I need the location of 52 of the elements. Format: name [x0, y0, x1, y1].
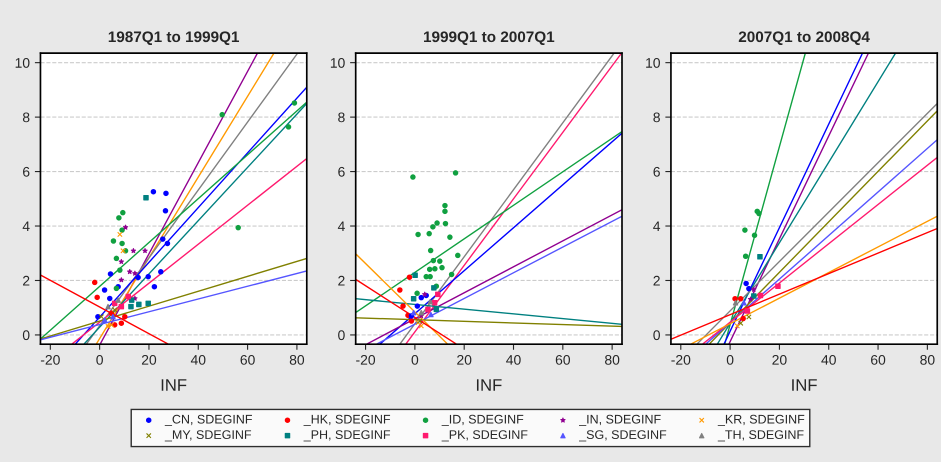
x-axis-title: INF	[792, 379, 817, 391]
y-tick-label: 8	[653, 112, 660, 122]
x-tick-label: 40	[190, 354, 206, 365]
chart-title: 1987Q1 to 1999Q1	[108, 31, 240, 46]
x-tick-label: 0	[412, 354, 418, 365]
x-tick-label: 40	[821, 354, 836, 365]
y-tick-label: 4	[653, 222, 660, 232]
legend-label: _MY, SDEGINF	[164, 430, 252, 442]
y-tick-label: 4	[22, 222, 30, 232]
chart-title: 2007Q1 to 2008Q4	[738, 31, 870, 46]
y-tick-label: 8	[22, 112, 30, 122]
x-tick-label: 20	[457, 354, 472, 365]
chart-title: 1999Q1 to 2007Q1	[424, 31, 554, 46]
x-tick-label: -20	[356, 354, 376, 365]
x-tick-label: 80	[290, 354, 304, 365]
x-tick-label: 40	[506, 354, 521, 365]
y-tick-label: 2	[338, 276, 345, 286]
y-tick-label: 6	[338, 166, 345, 177]
x-tick-label: 0	[96, 354, 103, 365]
x-tick-label: 20	[142, 354, 156, 365]
y-tick-label: 6	[654, 166, 660, 177]
y-tick-label: 2	[653, 276, 660, 286]
legend-label: _IN, SDEGINF	[579, 414, 661, 426]
y-tick-label: 4	[338, 222, 345, 232]
legend-label: _KR, SDEGINF	[718, 414, 804, 426]
legend-label: _SG, SDEGINF	[579, 430, 666, 442]
x-axis-title: INF	[162, 379, 186, 391]
y-tick-label: 0	[338, 330, 345, 340]
legend-label: _CN, SDEGINF	[164, 414, 252, 426]
legend-label: _TH, SDEGINF	[718, 430, 804, 442]
x-tick-label: 80	[605, 354, 620, 365]
x-tick-label: 60	[240, 354, 255, 365]
x-tick-label: 20	[772, 354, 787, 365]
legend-label: _PK, SDEGINF	[442, 430, 528, 442]
legend-label: _ID, SDEGINF	[442, 414, 524, 426]
x-tick-label: -20	[40, 354, 60, 365]
y-tick-label: 10	[330, 58, 345, 68]
x-tick-label: -20	[671, 354, 690, 365]
y-tick-label: 10	[16, 58, 30, 68]
y-tick-label: 10	[646, 58, 660, 68]
y-tick-label: 2	[23, 276, 30, 286]
x-tick-label: 80	[920, 354, 935, 365]
x-tick-label: 60	[556, 354, 570, 365]
legend-label: _PH, SDEGINF	[304, 430, 390, 442]
x-tick-label: 60	[871, 354, 886, 365]
y-tick-label: 0	[22, 330, 30, 340]
y-tick-label: 6	[23, 166, 30, 177]
legend-label: _HK, SDEGINF	[304, 414, 390, 426]
y-tick-label: 0	[653, 330, 660, 340]
y-tick-label: 8	[338, 112, 345, 122]
x-axis-title: INF	[476, 379, 502, 391]
x-tick-label: 0	[726, 354, 734, 365]
